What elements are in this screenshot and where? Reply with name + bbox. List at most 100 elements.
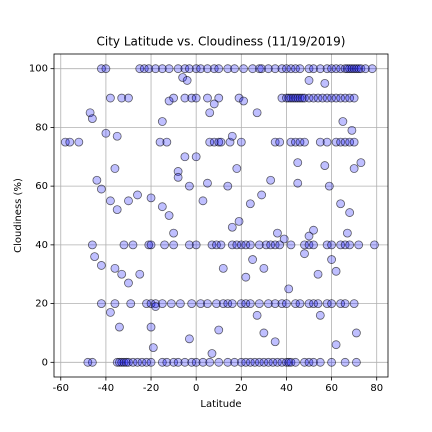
point: [340, 240, 350, 250]
point: [236, 357, 246, 367]
point: [340, 357, 350, 367]
point: [198, 357, 208, 367]
point: [146, 357, 156, 367]
point: [345, 137, 355, 147]
point: [142, 299, 151, 308]
point: [320, 78, 330, 88]
point: [191, 64, 201, 74]
point: [295, 137, 305, 147]
point: [169, 357, 179, 367]
point: [254, 299, 264, 308]
x-tick-label: 60: [325, 383, 338, 394]
point: [185, 334, 194, 344]
point: [356, 158, 366, 168]
point: [352, 328, 361, 338]
point: [345, 93, 355, 103]
point: [293, 178, 303, 188]
point: [322, 93, 332, 103]
point: [295, 299, 305, 308]
point: [309, 93, 318, 103]
point: [124, 93, 133, 103]
point: [268, 357, 278, 367]
point: [304, 357, 314, 367]
point: [203, 64, 212, 74]
point: [236, 299, 246, 308]
point: [110, 263, 120, 273]
x-tick-label: 20: [235, 383, 248, 394]
point: [338, 117, 348, 126]
point: [128, 357, 138, 367]
point: [151, 64, 160, 74]
point: [223, 357, 233, 367]
point: [273, 357, 282, 367]
point: [327, 357, 336, 367]
point: [191, 93, 201, 103]
y-tick-label: 80: [35, 122, 48, 133]
point: [291, 93, 300, 103]
point: [239, 96, 248, 106]
point: [187, 93, 197, 103]
point: [151, 302, 160, 311]
point: [254, 357, 264, 367]
point: [245, 299, 255, 308]
point: [275, 137, 285, 147]
x-axis-label: Latitude: [200, 399, 241, 410]
point: [92, 175, 102, 185]
point: [110, 299, 120, 308]
x-tick-label: 80: [370, 383, 383, 394]
point: [169, 240, 179, 250]
point: [245, 240, 255, 250]
point: [232, 240, 242, 250]
x-tick-label: -20: [143, 383, 159, 394]
point: [112, 357, 122, 367]
chart-title: City Latitude vs. Cloudiness (11/19/2019…: [97, 35, 346, 49]
point: [198, 196, 208, 206]
point: [212, 299, 221, 308]
point: [361, 64, 370, 74]
point: [315, 357, 325, 367]
point: [124, 196, 133, 206]
point: [216, 137, 226, 147]
point: [288, 93, 298, 103]
point: [309, 357, 318, 367]
point: [205, 108, 215, 118]
point: [354, 64, 364, 74]
point: [207, 240, 217, 250]
point: [164, 64, 174, 74]
point: [173, 64, 183, 74]
point: [336, 93, 346, 103]
point: [241, 272, 251, 282]
point: [110, 164, 120, 173]
point: [96, 261, 106, 270]
point: [241, 357, 251, 367]
point: [162, 357, 172, 367]
point: [218, 263, 228, 273]
point: [313, 269, 323, 279]
point: [259, 357, 269, 367]
point: [313, 93, 323, 103]
point: [227, 131, 237, 141]
point: [115, 322, 124, 332]
point: [137, 357, 147, 367]
point: [146, 193, 156, 203]
point: [291, 299, 300, 308]
point: [124, 278, 133, 288]
point: [315, 137, 325, 147]
point: [214, 137, 224, 147]
point: [270, 240, 280, 250]
point: [297, 93, 307, 103]
point: [185, 181, 194, 191]
point: [65, 137, 75, 147]
point: [106, 196, 115, 206]
point: [259, 328, 269, 338]
point: [248, 255, 257, 264]
point: [336, 137, 346, 147]
point: [367, 64, 377, 74]
point: [185, 240, 194, 250]
point: [263, 357, 273, 367]
point: [345, 240, 355, 250]
point: [187, 357, 197, 367]
point: [223, 64, 233, 74]
point: [300, 357, 309, 367]
point: [286, 93, 296, 103]
